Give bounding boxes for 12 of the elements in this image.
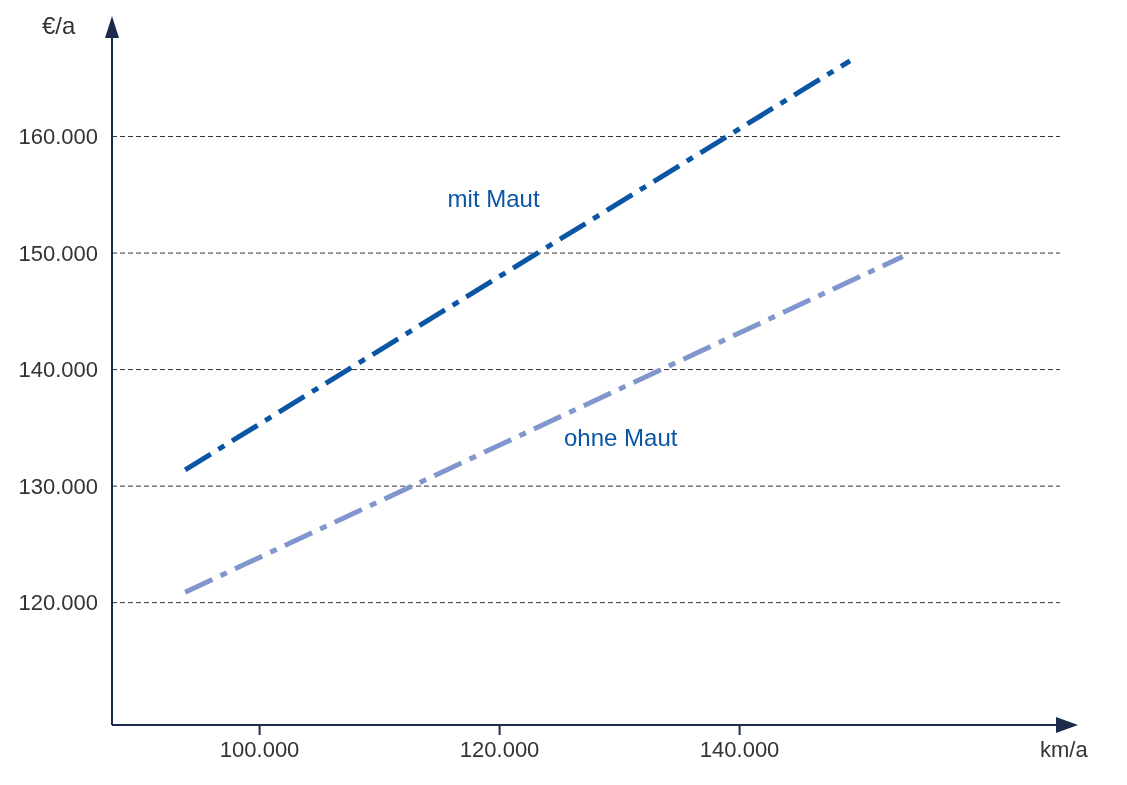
y-tick-label: 120.000 <box>18 590 98 616</box>
y-tick-label: 160.000 <box>18 124 98 150</box>
y-tick-label: 140.000 <box>18 357 98 383</box>
y-axis-title: €/a <box>42 12 76 40</box>
x-tick-label: 140.000 <box>699 736 780 762</box>
y-tick-label: 150.000 <box>18 240 98 266</box>
series-label: ohne Maut <box>564 424 678 453</box>
x-tick-label: 120.000 <box>459 736 540 762</box>
series-label: mit Maut <box>447 185 540 214</box>
x-tick-label: 100.000 <box>219 736 300 762</box>
x-axis-title: km/a <box>1040 737 1088 763</box>
y-tick-label: 130.000 <box>18 473 98 499</box>
